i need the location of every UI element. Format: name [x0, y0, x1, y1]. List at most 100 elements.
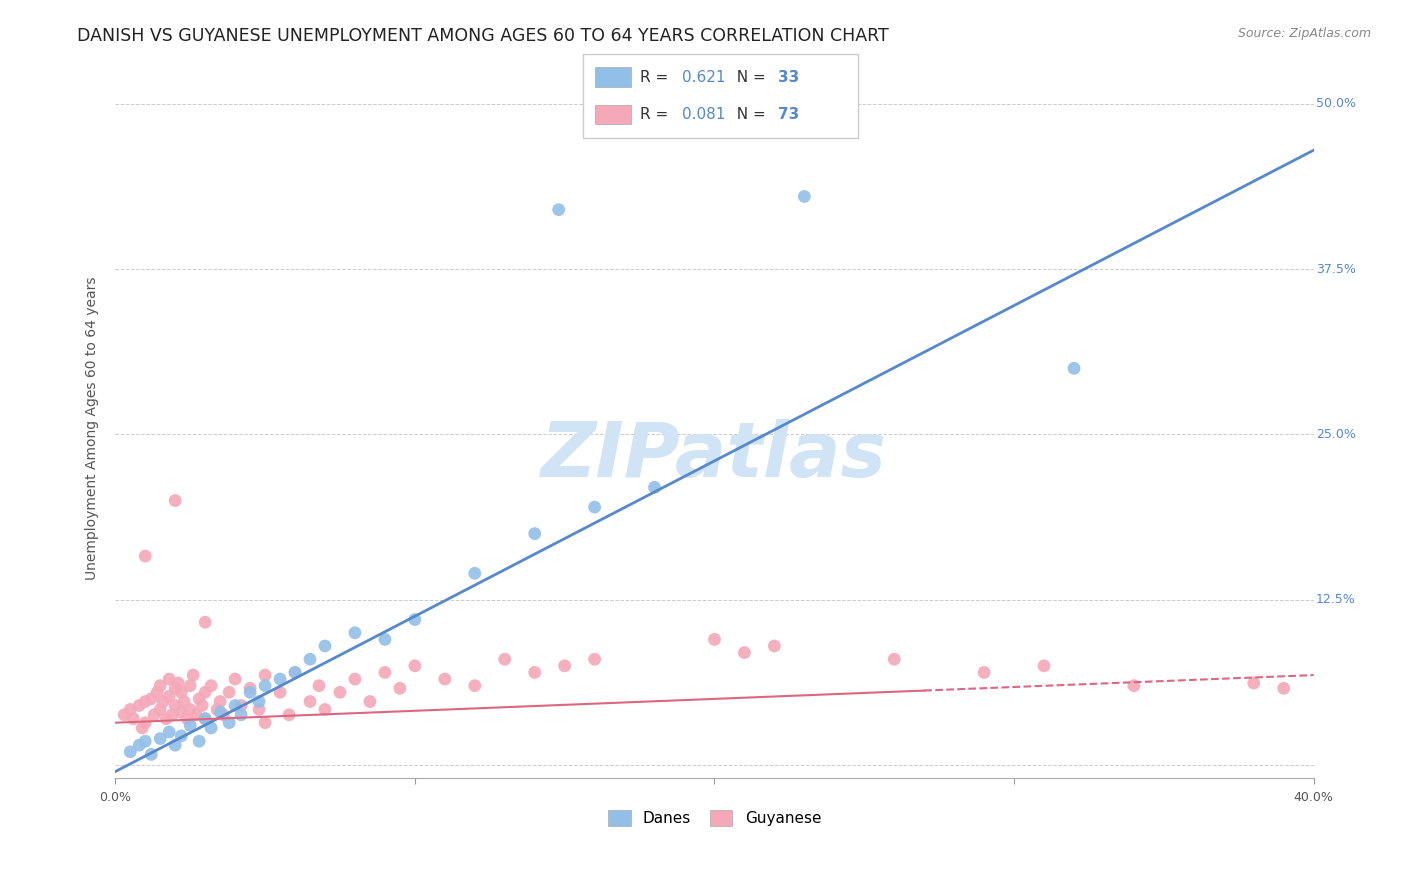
Point [523, 665, 546, 680]
Point [188, 734, 211, 748]
Point [254, 679, 277, 693]
Point [186, 707, 208, 722]
Point [224, 672, 246, 686]
Point [188, 692, 211, 706]
Point [205, 702, 228, 716]
Point [554, 658, 576, 673]
Point [209, 694, 232, 708]
Point [165, 738, 187, 752]
Point [165, 698, 187, 713]
Point [1063, 361, 1085, 376]
Point [343, 625, 366, 640]
Point [134, 734, 156, 748]
Text: 25.0%: 25.0% [1316, 428, 1355, 441]
Point [1272, 681, 1295, 696]
Point [494, 652, 516, 666]
Point [547, 202, 569, 217]
Point [247, 694, 270, 708]
Point [239, 681, 262, 696]
Point [464, 679, 486, 693]
Text: N =: N = [727, 70, 770, 85]
Point [278, 707, 301, 722]
Point [229, 707, 252, 722]
Point [179, 679, 201, 693]
Point [247, 702, 270, 716]
Point [200, 679, 222, 693]
Point [284, 665, 307, 680]
Point [343, 672, 366, 686]
Point [191, 698, 214, 713]
Point [229, 698, 252, 713]
Point [298, 652, 321, 666]
Point [131, 721, 153, 735]
Point [173, 694, 195, 708]
Point [583, 652, 606, 666]
Point [329, 685, 352, 699]
Point [308, 679, 330, 693]
Point [239, 685, 262, 699]
Point [269, 685, 291, 699]
Point [973, 665, 995, 680]
Point [374, 632, 396, 647]
Text: 33: 33 [778, 70, 799, 85]
Point [134, 694, 156, 708]
Text: DANISH VS GUYANESE UNEMPLOYMENT AMONG AGES 60 TO 64 YEARS CORRELATION CHART: DANISH VS GUYANESE UNEMPLOYMENT AMONG AG… [77, 27, 889, 45]
Point [149, 702, 172, 716]
Point [404, 613, 426, 627]
Point [314, 702, 336, 716]
Point [194, 685, 217, 699]
Point [284, 665, 307, 680]
Text: 0.621: 0.621 [682, 70, 725, 85]
Point [176, 712, 198, 726]
Point [314, 639, 336, 653]
Point [644, 480, 666, 494]
Legend: Danes, Guyanese: Danes, Guyanese [600, 803, 828, 834]
Point [464, 566, 486, 581]
Point [733, 646, 755, 660]
Point [170, 729, 193, 743]
Point [181, 668, 204, 682]
Point [254, 668, 277, 682]
Point [212, 707, 235, 722]
Point [218, 685, 240, 699]
Point [149, 679, 172, 693]
Point [143, 707, 166, 722]
Point [763, 639, 786, 653]
Point [269, 672, 291, 686]
Point [170, 705, 193, 719]
Point [433, 672, 456, 686]
Point [157, 690, 180, 704]
Point [157, 672, 180, 686]
Point [359, 694, 381, 708]
Text: 12.5%: 12.5% [1316, 593, 1355, 607]
Point [374, 665, 396, 680]
Point [583, 500, 606, 515]
Point [298, 694, 321, 708]
Point [167, 676, 190, 690]
Point [146, 685, 169, 699]
Point [128, 698, 150, 713]
Point [112, 707, 135, 722]
Point [523, 526, 546, 541]
Point [128, 738, 150, 752]
Text: R =: R = [640, 107, 673, 122]
Point [134, 549, 156, 563]
Point [141, 747, 163, 762]
Point [200, 721, 222, 735]
Text: N =: N = [727, 107, 770, 122]
Point [160, 707, 183, 722]
Point [120, 702, 142, 716]
Point [165, 681, 187, 696]
Point [194, 615, 217, 630]
Text: ZIPatlas: ZIPatlas [541, 419, 887, 493]
Point [388, 681, 411, 696]
Text: R =: R = [640, 70, 673, 85]
Point [793, 189, 815, 203]
Point [883, 652, 905, 666]
Point [1122, 679, 1144, 693]
Point [122, 712, 145, 726]
Text: 0.081: 0.081 [682, 107, 725, 122]
Point [218, 715, 240, 730]
Point [194, 712, 217, 726]
Point [703, 632, 725, 647]
